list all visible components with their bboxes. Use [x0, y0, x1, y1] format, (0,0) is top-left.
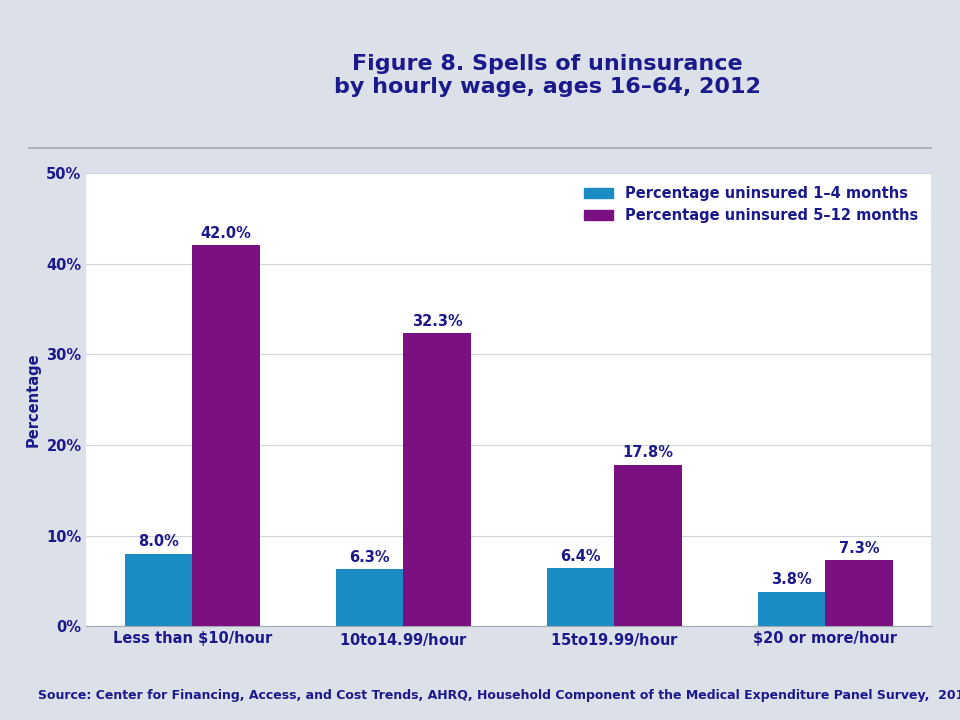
- Bar: [125, 554, 192, 626]
- Bar: [757, 592, 826, 626]
- Text: 7.3%: 7.3%: [839, 541, 879, 556]
- Bar: [826, 560, 893, 626]
- Text: Figure 8. Spells of uninsurance
by hourly wage, ages 16–64, 2012: Figure 8. Spells of uninsurance by hourl…: [334, 54, 760, 97]
- Y-axis label: Percentage: Percentage: [26, 352, 40, 447]
- Text: 6.4%: 6.4%: [561, 549, 601, 564]
- Bar: [547, 568, 614, 626]
- Text: 3.8%: 3.8%: [771, 572, 812, 588]
- Text: 17.8%: 17.8%: [622, 446, 674, 460]
- Text: 32.3%: 32.3%: [412, 314, 463, 329]
- Legend: Percentage uninsured 1–4 months, Percentage uninsured 5–12 months: Percentage uninsured 1–4 months, Percent…: [578, 180, 924, 229]
- Text: Source: Center for Financing, Access, and Cost Trends, AHRQ, Household Component: Source: Center for Financing, Access, an…: [38, 689, 960, 702]
- Bar: [403, 333, 470, 626]
- Bar: [336, 570, 403, 626]
- Bar: [192, 246, 260, 626]
- Text: 6.3%: 6.3%: [349, 549, 390, 564]
- Bar: [614, 465, 682, 626]
- Text: 8.0%: 8.0%: [138, 534, 179, 549]
- Text: 42.0%: 42.0%: [201, 226, 252, 240]
